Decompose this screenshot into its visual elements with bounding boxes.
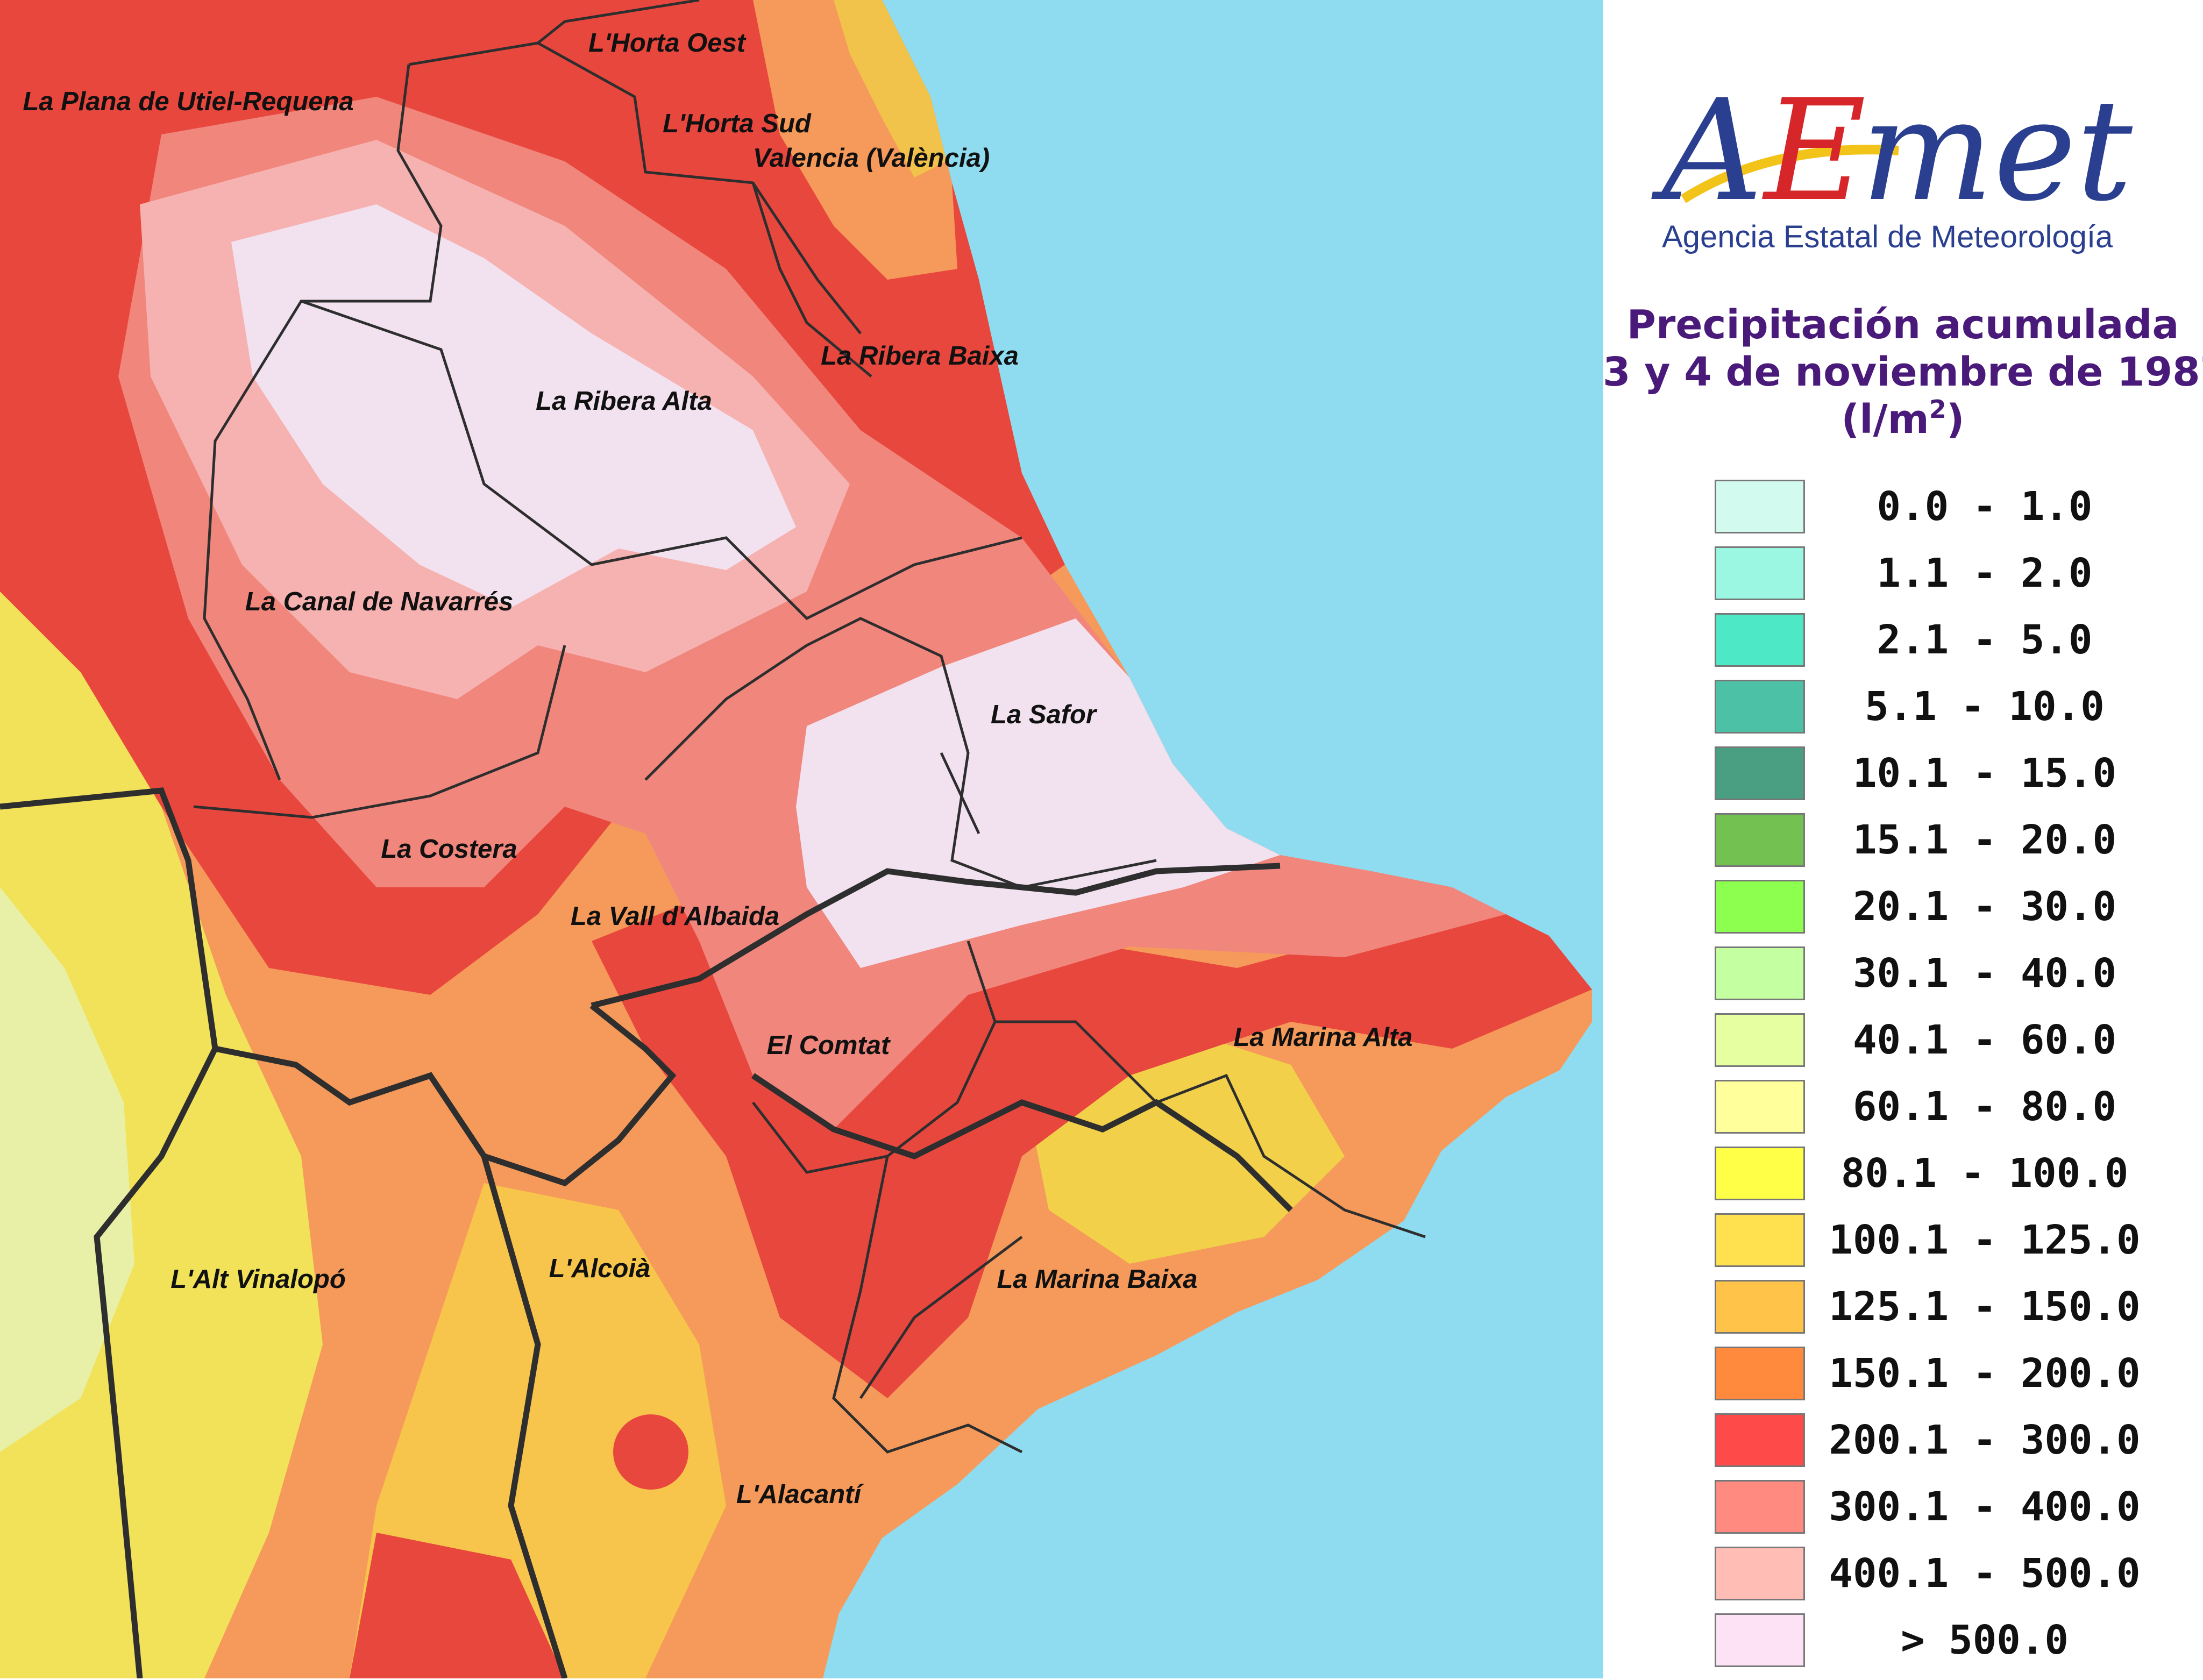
legend-swatch <box>1715 1613 1805 1667</box>
legend-range-label: 40.1 - 60.0 <box>1852 1017 2117 1063</box>
legend-item: 2.1 - 5.0 <box>1603 613 2203 680</box>
region-label-horta-sud: L'Horta Sud <box>663 109 812 138</box>
legend-swatch <box>1715 1013 1805 1067</box>
legend-item: 60.1 - 80.0 <box>1603 1080 2203 1147</box>
legend-panel: A E met Agencia Estatal de Meteorología … <box>1603 0 2203 1678</box>
legend-title-line2: 3 y 4 de noviembre de 1987 <box>1603 349 2203 395</box>
zone-extreme-ribera <box>231 204 796 608</box>
region-label-alcoia: L'Alcoià <box>549 1254 651 1283</box>
zone-red-south <box>350 1533 565 1678</box>
legend-item: 300.1 - 400.0 <box>1603 1480 2203 1547</box>
legend-range-label: 15.1 - 20.0 <box>1852 817 2117 863</box>
logo-letter-a: A <box>1651 70 1763 232</box>
legend-title: Precipitación acumulada 3 y 4 de noviemb… <box>1603 301 2203 443</box>
region-label-alt-vinalopo: L'Alt Vinalopó <box>170 1265 346 1294</box>
legend-swatch <box>1715 1280 1805 1334</box>
legend-range-label: 10.1 - 15.0 <box>1852 750 2117 796</box>
region-label-vall-albaida: La Vall d'Albaida <box>571 902 779 931</box>
legend-swatch <box>1715 1080 1805 1134</box>
legend-item: 5.1 - 10.0 <box>1603 680 2203 746</box>
region-label-marina-baixa: La Marina Baixa <box>997 1265 1197 1294</box>
legend-title-line1: Precipitación acumulada <box>1626 302 2179 348</box>
comarca-borders <box>193 0 1426 1454</box>
legend-item: 200.1 - 300.0 <box>1603 1413 2203 1480</box>
legend-item: 1.1 - 2.0 <box>1603 546 2203 613</box>
legend-swatch <box>1715 1213 1805 1267</box>
legend-item: 100.1 - 125.0 <box>1603 1213 2203 1280</box>
legend-range-label: 2.1 - 5.0 <box>1877 617 2093 663</box>
zone-red-spot <box>613 1414 688 1490</box>
zone-yellow-coast <box>834 0 947 177</box>
aemet-logo: A E met Agencia Estatal de Meteorología <box>1646 22 2184 269</box>
logo-letter-e: E <box>1762 70 1866 232</box>
legend-item: 150.1 - 200.0 <box>1603 1347 2203 1413</box>
legend-range-label: 150.1 - 200.0 <box>1829 1350 2141 1397</box>
legend-swatch <box>1715 813 1805 867</box>
zone-yellow-west <box>0 592 323 1678</box>
legend-range-label: 1.1 - 2.0 <box>1877 550 2093 596</box>
region-label-safor: La Safor <box>991 700 1098 729</box>
legend-range-label: 5.1 - 10.0 <box>1865 684 2105 730</box>
legend-item: 20.1 - 30.0 <box>1603 880 2203 946</box>
legend-range-label: 30.1 - 40.0 <box>1852 950 2117 996</box>
zone-extreme-safor <box>796 618 1280 968</box>
legend-item: 0.0 - 1.0 <box>1603 480 2203 546</box>
logo-subtitle: Agencia Estatal de Meteorología <box>1662 219 2113 254</box>
legend-range-label: 0.0 - 1.0 <box>1877 483 2093 530</box>
region-label-comtat: El Comtat <box>767 1031 891 1060</box>
aemet-logo-graphic: A E met Agencia Estatal de Meteorología <box>1651 70 2133 254</box>
region-label-costera: La Costera <box>381 835 517 864</box>
legend-swatch <box>1715 880 1805 934</box>
region-label-alacanti: L'Alacantí <box>736 1480 864 1509</box>
legend-swatch <box>1715 1547 1805 1600</box>
region-label-canal-navarres: La Canal de Navarrés <box>245 587 513 616</box>
legend-swatch <box>1715 680 1805 734</box>
sea <box>823 0 1603 1678</box>
legend-range-label: > 500.0 <box>1901 1617 2069 1663</box>
legend-item: 80.1 - 100.0 <box>1603 1147 2203 1213</box>
legend-item: 125.1 - 150.0 <box>1603 1280 2203 1347</box>
precipitation-map: L'Horta Oest La Plana de Utiel-Requena L… <box>0 0 1603 1678</box>
region-label-marina-alta: La Marina Alta <box>1233 1023 1412 1052</box>
legend-range-label: 300.1 - 400.0 <box>1829 1484 2141 1530</box>
legend-swatch <box>1715 1480 1805 1534</box>
legend-swatch <box>1715 946 1805 1000</box>
region-label-valencia: Valencia (València) <box>753 144 990 173</box>
legend-swatch <box>1715 480 1805 533</box>
legend-item: 15.1 - 20.0 <box>1603 813 2203 880</box>
legend-swatch <box>1715 1347 1805 1400</box>
province-borders <box>0 787 1293 1678</box>
region-label-utiel-requena: La Plana de Utiel-Requena <box>23 87 353 116</box>
legend-range-label: 125.1 - 150.0 <box>1829 1284 2141 1330</box>
legend-range-label: 200.1 - 300.0 <box>1829 1417 2141 1463</box>
legend-range-label: 60.1 - 80.0 <box>1852 1084 2117 1130</box>
region-label-ribera-alta: La Ribera Alta <box>536 387 712 416</box>
legend-swatch <box>1715 1413 1805 1467</box>
legend-item: 10.1 - 15.0 <box>1603 746 2203 813</box>
legend-item: 400.1 - 500.0 <box>1603 1547 2203 1613</box>
legend-item: 40.1 - 60.0 <box>1603 1013 2203 1080</box>
legend-item: > 500.0 <box>1603 1613 2203 1680</box>
legend-item: 30.1 - 40.0 <box>1603 946 2203 1013</box>
region-label-ribera-baixa: La Ribera Baixa <box>821 341 1019 371</box>
legend-range-label: 100.1 - 125.0 <box>1829 1217 2141 1263</box>
legend-range-label: 400.1 - 500.0 <box>1829 1550 2141 1597</box>
map-canvas: L'Horta Oest La Plana de Utiel-Requena L… <box>0 0 1603 1678</box>
legend-swatch <box>1715 546 1805 600</box>
zone-lightyellow-west <box>0 887 134 1452</box>
legend-swatch <box>1715 1147 1805 1200</box>
legend-unit: (l/m2) <box>1841 395 1965 443</box>
logo-letters-met: met <box>1861 70 2133 232</box>
legend-swatch <box>1715 613 1805 667</box>
legend-swatch <box>1715 746 1805 800</box>
region-label-horta-oest: L'Horta Oest <box>588 29 747 58</box>
legend-range-label: 80.1 - 100.0 <box>1840 1150 2129 1197</box>
legend-range-label: 20.1 - 30.0 <box>1852 884 2117 930</box>
